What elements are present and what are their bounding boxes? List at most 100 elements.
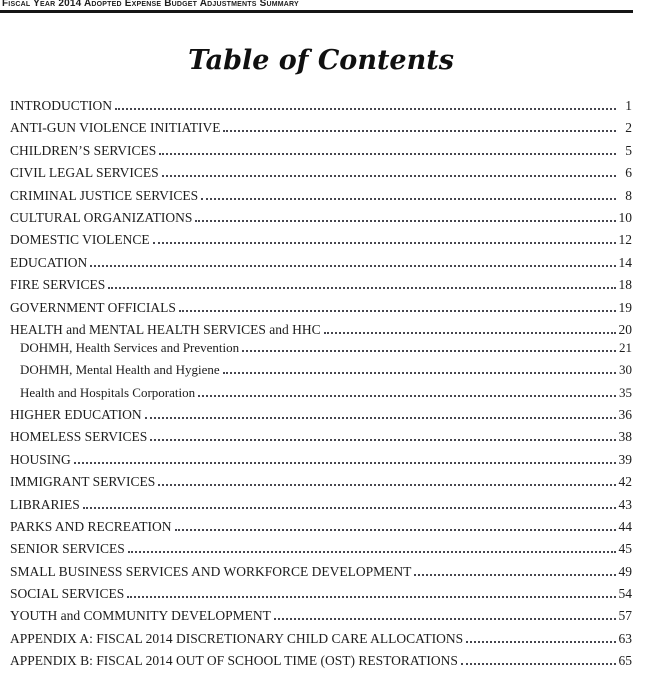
toc-entry-page: 43 <box>618 496 633 512</box>
toc-entry-label: CHILDREN’S SERVICES <box>10 142 157 158</box>
toc-entry-page: 30 <box>619 362 632 378</box>
toc-entry-label: APPENDIX A: FISCAL 2014 DISCRETIONARY CH… <box>10 630 464 646</box>
toc-entry-page: 49 <box>618 563 633 579</box>
toc-entry-label: DOHMH, Mental Health and Hygiene <box>20 362 220 378</box>
toc-entry-page: 18 <box>618 277 633 293</box>
dotted-leader <box>127 551 616 554</box>
toc-entry[interactable]: APPENDIX B: FISCAL 2014 OUT OF SCHOOL TI… <box>10 653 632 668</box>
toc-entry[interactable]: LIBRARIES 43 <box>10 497 632 512</box>
toc-entry-label: HOMELESS SERVICES <box>10 429 148 445</box>
toc-entry-page: 42 <box>618 474 633 490</box>
toc-entry-label: IMMIGRANT SERVICES <box>10 474 156 490</box>
toc-entry[interactable]: SOCIAL SERVICES 54 <box>10 586 632 601</box>
toc-entry-label: PARKS AND RECREATION <box>10 518 172 534</box>
dotted-leader <box>108 287 616 290</box>
dotted-leader <box>152 242 616 245</box>
toc-entry-page: 54 <box>618 586 633 602</box>
page-title: Table of Contents <box>188 45 454 76</box>
toc-entry-label: GOVERNMENT OFFICIALS <box>10 299 176 315</box>
toc-entry-page: 20 <box>618 321 633 337</box>
toc-entry[interactable]: IMMIGRANT SERVICES 42 <box>10 474 632 489</box>
toc-entry[interactable]: FIRE SERVICES 18 <box>10 277 632 292</box>
dotted-leader <box>161 175 616 178</box>
toc-entry[interactable]: PARKS AND RECREATION 44 <box>10 519 632 534</box>
dotted-leader <box>273 618 616 621</box>
toc-entry[interactable]: HEALTH and MENTAL HEALTH SERVICES and HH… <box>10 322 632 337</box>
toc-entry-label: INTRODUCTION <box>10 98 112 113</box>
toc-entry-page: 1 <box>625 98 632 113</box>
toc-entry[interactable]: CIVIL LEGAL SERVICES 6 <box>10 165 632 180</box>
toc-entry-page: 14 <box>618 254 633 270</box>
toc-entry[interactable]: ANTI-GUN VIOLENCE INITIATIVE 2 <box>10 120 632 135</box>
toc-entry-label: LIBRARIES <box>10 496 80 512</box>
toc-entry-page: 35 <box>619 384 632 400</box>
toc-entry-label: APPENDIX B: FISCAL 2014 OUT OF SCHOOL TI… <box>10 653 458 669</box>
toc-entry[interactable]: DOHMH, Health Services and Prevention 21 <box>10 340 632 355</box>
toc-entry-page: 8 <box>625 187 632 203</box>
toc-entry-label: Health and Hospitals Corporation <box>20 384 196 400</box>
toc-entry-page: 12 <box>618 232 633 248</box>
toc-entry[interactable]: HIGHER EDUCATION 36 <box>10 407 632 422</box>
dotted-leader <box>323 331 616 334</box>
toc-entry[interactable]: HOUSING 39 <box>10 452 632 467</box>
toc-entry-label: EDUCATION <box>10 254 88 270</box>
toc-entry-page: 65 <box>618 653 633 669</box>
page-content: Table of Contents INTRODUCTION 1 ANTI-GUN … <box>10 0 632 676</box>
dotted-leader <box>82 506 616 509</box>
toc-entry-page: 36 <box>618 406 633 422</box>
toc-entry-page: 45 <box>618 541 633 557</box>
dotted-leader <box>158 484 616 487</box>
toc-entry-page: 6 <box>625 165 632 181</box>
dotted-leader <box>201 197 616 200</box>
toc-entry-page: 39 <box>618 451 633 467</box>
toc-entry-label: CIVIL LEGAL SERVICES <box>10 165 159 181</box>
dotted-leader <box>159 152 616 155</box>
dotted-leader <box>90 264 616 267</box>
toc-entry[interactable]: CRIMINAL JUSTICE SERVICES 8 <box>10 188 632 203</box>
dotted-leader <box>144 416 616 419</box>
toc-entry[interactable]: SENIOR SERVICES 45 <box>10 541 632 556</box>
dotted-leader <box>127 596 616 599</box>
toc-entry-label: HEALTH and MENTAL HEALTH SERVICES and HH… <box>10 321 321 337</box>
dotted-leader <box>460 663 616 666</box>
toc-entry-page: 10 <box>618 209 633 225</box>
toc-entry[interactable]: EDUCATION 14 <box>10 255 632 270</box>
toc-entry[interactable]: CHILDREN’S SERVICES 5 <box>10 143 632 158</box>
toc-entry-label: YOUTH and COMMUNITY DEVELOPMENT <box>10 608 271 624</box>
toc-entry-label: ANTI-GUN VIOLENCE INITIATIVE <box>10 120 221 136</box>
toc-entry[interactable]: APPENDIX A: FISCAL 2014 DISCRETIONARY CH… <box>10 631 632 646</box>
toc-entry[interactable]: HOMELESS SERVICES 38 <box>10 429 632 444</box>
toc-entry-page: 2 <box>625 120 632 136</box>
dotted-leader <box>414 573 616 576</box>
toc-entry-page: 38 <box>618 429 633 445</box>
dotted-leader <box>198 394 616 397</box>
toc-entry[interactable]: DOHMH, Mental Health and Hygiene 30 <box>10 362 632 377</box>
dotted-leader <box>195 219 616 222</box>
header-rule-divider <box>0 10 633 13</box>
toc-entry-page: 21 <box>619 339 632 355</box>
toc-entry[interactable]: GOVERNMENT OFFICIALS 19 <box>10 300 632 315</box>
toc-entry-label: SMALL BUSINESS SERVICES AND WORKFORCE DE… <box>10 563 412 579</box>
toc-entry-label: DOMESTIC VIOLENCE <box>10 232 150 248</box>
toc-entry[interactable]: INTRODUCTION 1 <box>10 98 632 113</box>
dotted-leader <box>242 349 616 352</box>
toc-list: INTRODUCTION 1 ANTI-GUN VIOLENCE INITIATIV… <box>10 98 632 668</box>
dotted-leader <box>222 372 616 375</box>
toc-entry-label: HIGHER EDUCATION <box>10 406 142 422</box>
dotted-leader <box>178 309 616 312</box>
toc-entry-page: 57 <box>618 608 633 624</box>
toc-entry-label: CULTURAL ORGANIZATIONS <box>10 209 193 225</box>
toc-entry[interactable]: DOMESTIC VIOLENCE 12 <box>10 232 632 247</box>
toc-entry-label: CRIMINAL JUSTICE SERVICES <box>10 187 199 203</box>
toc-entry[interactable]: Health and Hospitals Corporation 35 <box>10 385 632 400</box>
toc-entry-label: DOHMH, Health Services and Prevention <box>20 339 240 355</box>
dotted-leader <box>115 108 616 110</box>
toc-entry[interactable]: YOUTH and COMMUNITY DEVELOPMENT 57 <box>10 608 632 623</box>
toc-entry-page: 63 <box>618 630 633 646</box>
dotted-leader <box>150 439 616 442</box>
toc-entry-page: 19 <box>618 299 633 315</box>
dotted-leader <box>466 640 616 643</box>
toc-entry[interactable]: SMALL BUSINESS SERVICES AND WORKFORCE DE… <box>10 564 632 579</box>
toc-entry-page: 44 <box>618 518 633 534</box>
toc-entry[interactable]: CULTURAL ORGANIZATIONS 10 <box>10 210 632 225</box>
